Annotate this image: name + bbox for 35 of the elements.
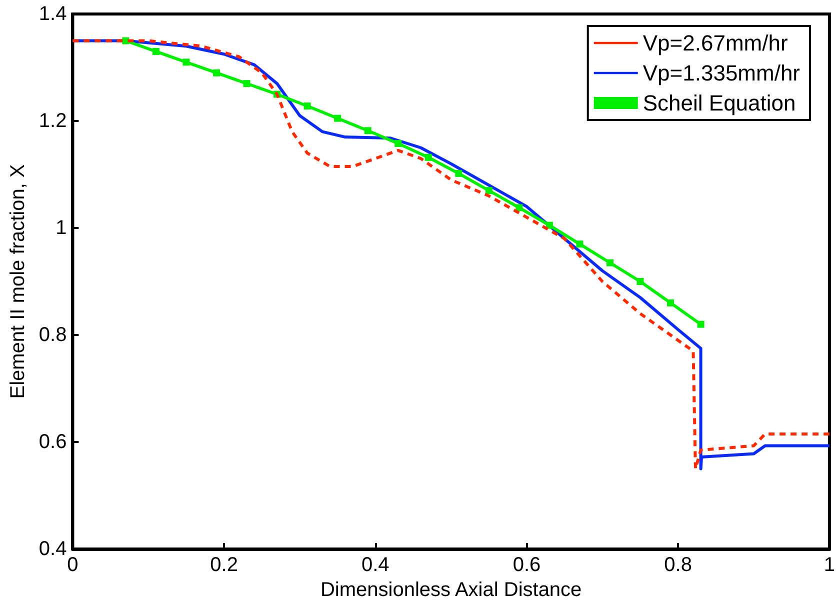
point — [212, 69, 220, 76]
point — [576, 240, 584, 248]
x-axis-title: Dimensionless Axial Distance — [320, 578, 582, 601]
point — [636, 278, 644, 285]
point — [455, 170, 462, 177]
point — [334, 114, 342, 122]
point — [304, 102, 311, 110]
legend-label: Scheil Equation — [642, 90, 796, 116]
point — [606, 259, 614, 266]
y-tick-label: 1.2 — [38, 110, 67, 132]
y-axis-title: Element II mole fraction, X — [7, 164, 29, 399]
point — [243, 80, 250, 88]
x-tick-label: 0.8 — [664, 554, 692, 576]
point — [667, 299, 674, 306]
legend-label: Vp=2.67mm/hr — [642, 30, 788, 56]
point — [364, 127, 372, 134]
x-tick-label: 0.2 — [210, 554, 238, 576]
y-tick-label: 0.6 — [38, 431, 67, 453]
y-tick-label: 0.8 — [38, 324, 67, 346]
point — [546, 222, 553, 229]
x-tick-label: 0.6 — [512, 554, 541, 576]
x-tick-label: 0 — [67, 554, 78, 576]
legend-label: Vp=1.335mm/hr — [642, 60, 800, 86]
point — [485, 187, 492, 194]
point — [394, 140, 402, 147]
y-tick-label: 1 — [56, 217, 67, 239]
point — [516, 204, 523, 212]
point — [182, 58, 190, 66]
point — [152, 48, 160, 55]
point — [697, 320, 704, 328]
point — [424, 154, 432, 161]
y-tick-label: 1.4 — [38, 3, 67, 25]
y-tick-label: 0.4 — [38, 538, 67, 560]
x-tick-label: 0.4 — [361, 554, 390, 576]
x-tick-label: 1 — [824, 554, 835, 576]
